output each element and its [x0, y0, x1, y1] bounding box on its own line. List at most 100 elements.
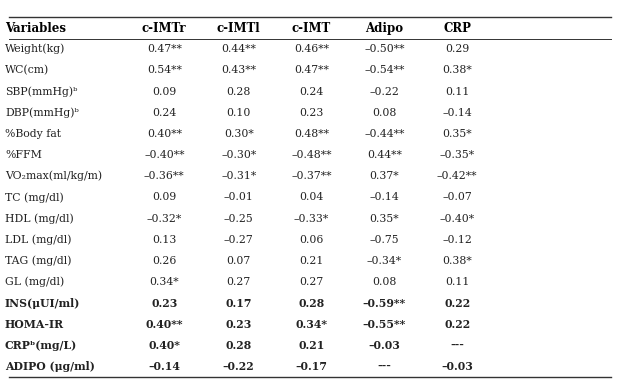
Text: 0.24: 0.24 — [299, 87, 324, 96]
Text: 0.13: 0.13 — [152, 235, 177, 245]
Text: 0.54**: 0.54** — [147, 65, 182, 75]
Text: 0.48**: 0.48** — [294, 129, 329, 139]
Text: 0.21: 0.21 — [299, 256, 324, 266]
Text: –0.01: –0.01 — [224, 192, 254, 202]
Text: –0.03: –0.03 — [368, 340, 401, 351]
Text: 0.28: 0.28 — [226, 340, 252, 351]
Text: 0.22: 0.22 — [444, 319, 471, 330]
Text: CRP: CRP — [443, 22, 471, 34]
Text: –0.17: –0.17 — [296, 361, 327, 372]
Text: 0.35*: 0.35* — [443, 129, 472, 139]
Text: 0.08: 0.08 — [372, 108, 397, 118]
Text: %Body fat: %Body fat — [5, 129, 61, 139]
Text: –0.14: –0.14 — [148, 361, 180, 372]
Text: 0.40**: 0.40** — [146, 319, 183, 330]
Text: –0.44**: –0.44** — [364, 129, 405, 139]
Text: 0.09: 0.09 — [152, 87, 177, 96]
Text: %FFM: %FFM — [5, 150, 42, 160]
Text: –0.12: –0.12 — [442, 235, 472, 245]
Text: –0.14: –0.14 — [443, 108, 472, 118]
Text: –0.33*: –0.33* — [294, 214, 329, 224]
Text: –0.42**: –0.42** — [437, 171, 477, 181]
Text: 0.44**: 0.44** — [367, 150, 402, 160]
Text: 0.07: 0.07 — [226, 256, 251, 266]
Text: TC (mg/dl): TC (mg/dl) — [5, 192, 64, 203]
Text: 0.43**: 0.43** — [221, 65, 256, 75]
Text: 0.37*: 0.37* — [370, 171, 399, 181]
Text: –0.31*: –0.31* — [221, 171, 256, 181]
Text: c-IMTr: c-IMTr — [142, 22, 187, 34]
Text: –0.22: –0.22 — [223, 361, 255, 372]
Text: 0.23: 0.23 — [151, 298, 177, 309]
Text: 0.38*: 0.38* — [443, 65, 472, 75]
Text: –0.27: –0.27 — [224, 235, 254, 245]
Text: TAG (mg/dl): TAG (mg/dl) — [5, 255, 71, 266]
Text: 0.29: 0.29 — [445, 44, 469, 54]
Text: INS(μUI/ml): INS(μUI/ml) — [5, 298, 81, 309]
Text: GL (mg/dl): GL (mg/dl) — [5, 277, 64, 287]
Text: VO₂max(ml/kg/m): VO₂max(ml/kg/m) — [5, 171, 102, 182]
Text: 0.47**: 0.47** — [147, 44, 182, 54]
Text: Variables: Variables — [5, 22, 66, 34]
Text: –0.59**: –0.59** — [363, 298, 406, 309]
Text: WC(cm): WC(cm) — [5, 65, 49, 75]
Text: 0.40*: 0.40* — [148, 340, 180, 351]
Text: –0.36**: –0.36** — [144, 171, 185, 181]
Text: –0.32*: –0.32* — [147, 214, 182, 224]
Text: –0.35*: –0.35* — [440, 150, 475, 160]
Text: –0.55**: –0.55** — [363, 319, 406, 330]
Text: ADIPO (μg/ml): ADIPO (μg/ml) — [5, 361, 95, 372]
Text: –0.14: –0.14 — [370, 192, 399, 202]
Text: –0.30*: –0.30* — [221, 150, 256, 160]
Text: ---: --- — [378, 361, 391, 372]
Text: 0.22: 0.22 — [444, 298, 471, 309]
Text: 0.04: 0.04 — [299, 192, 324, 202]
Text: 0.09: 0.09 — [152, 192, 177, 202]
Text: 0.46**: 0.46** — [294, 44, 329, 54]
Text: SBP(mmHg)ᵇ: SBP(mmHg)ᵇ — [5, 86, 77, 97]
Text: 0.08: 0.08 — [372, 277, 397, 287]
Text: 0.44**: 0.44** — [221, 44, 256, 54]
Text: 0.24: 0.24 — [152, 108, 177, 118]
Text: –0.22: –0.22 — [370, 87, 399, 96]
Text: ---: --- — [450, 340, 464, 351]
Text: 0.21: 0.21 — [298, 340, 325, 351]
Text: –0.25: –0.25 — [224, 214, 254, 224]
Text: 0.34*: 0.34* — [149, 277, 179, 287]
Text: 0.23: 0.23 — [299, 108, 324, 118]
Text: 0.23: 0.23 — [226, 319, 252, 330]
Text: –0.48**: –0.48** — [291, 150, 332, 160]
Text: 0.27: 0.27 — [226, 277, 251, 287]
Text: –0.07: –0.07 — [443, 192, 472, 202]
Text: HOMA-IR: HOMA-IR — [5, 319, 64, 330]
Text: c-IMT: c-IMT — [292, 22, 331, 34]
Text: –0.03: –0.03 — [441, 361, 473, 372]
Text: –0.37**: –0.37** — [291, 171, 332, 181]
Text: 0.26: 0.26 — [152, 256, 177, 266]
Text: CRPᵇ(mg/L): CRPᵇ(mg/L) — [5, 340, 77, 351]
Text: 0.38*: 0.38* — [443, 256, 472, 266]
Text: –0.54**: –0.54** — [364, 65, 405, 75]
Text: LDL (mg/dl): LDL (mg/dl) — [5, 235, 71, 245]
Text: HDL (mg/dl): HDL (mg/dl) — [5, 213, 74, 224]
Text: 0.40**: 0.40** — [147, 129, 182, 139]
Text: c-IMTl: c-IMTl — [217, 22, 260, 34]
Text: 0.10: 0.10 — [226, 108, 251, 118]
Text: 0.28: 0.28 — [226, 87, 251, 96]
Text: 0.35*: 0.35* — [370, 214, 399, 224]
Text: 0.30*: 0.30* — [224, 129, 254, 139]
Text: –0.50**: –0.50** — [364, 44, 405, 54]
Text: Adipo: Adipo — [365, 22, 404, 34]
Text: 0.28: 0.28 — [298, 298, 325, 309]
Text: DBP(mmHg)ᵇ: DBP(mmHg)ᵇ — [5, 108, 79, 118]
Text: –0.40*: –0.40* — [440, 214, 475, 224]
Text: 0.11: 0.11 — [445, 87, 469, 96]
Text: Weight(kg): Weight(kg) — [5, 44, 65, 55]
Text: –0.40**: –0.40** — [144, 150, 185, 160]
Text: –0.34*: –0.34* — [367, 256, 402, 266]
Text: 0.17: 0.17 — [226, 298, 252, 309]
Text: 0.06: 0.06 — [299, 235, 324, 245]
Text: 0.47**: 0.47** — [294, 65, 329, 75]
Text: 0.27: 0.27 — [299, 277, 324, 287]
Text: 0.34*: 0.34* — [296, 319, 327, 330]
